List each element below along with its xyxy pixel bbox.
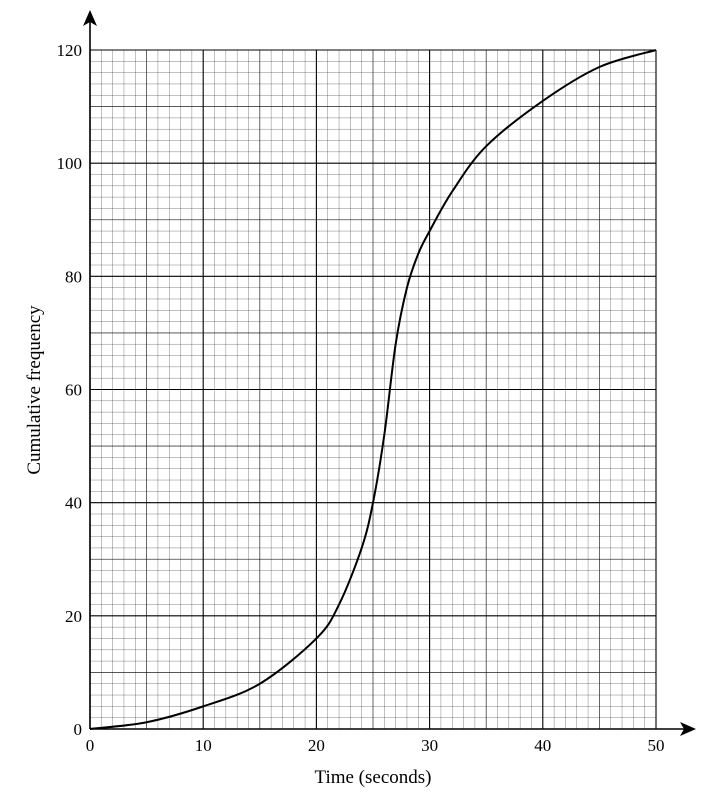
x-tick-label: 10: [195, 736, 212, 755]
axes: [83, 10, 696, 736]
y-tick-label: 80: [65, 267, 82, 286]
x-tick-labels: 0 10 20 30 40 50: [86, 736, 665, 755]
cumulative-frequency-curve: [89, 49, 657, 730]
y-tick-labels: 0 20 40 60 80 100 120: [57, 41, 83, 739]
y-tick-label: 60: [65, 381, 82, 400]
x-tick-label: 50: [648, 736, 665, 755]
y-axis-label: Cumulative frequency: [24, 305, 45, 475]
x-tick-label: 0: [86, 736, 95, 755]
x-axis-label: Time (seconds): [315, 767, 432, 788]
y-tick-label: 20: [65, 607, 82, 626]
y-tick-label: 0: [74, 720, 83, 739]
y-tick-label: 40: [65, 494, 82, 513]
grid-major: [89, 49, 657, 730]
y-tick-label: 100: [57, 154, 83, 173]
x-axis-arrow: [680, 722, 696, 736]
y-tick-label: 120: [57, 41, 83, 60]
x-tick-label: 20: [308, 736, 325, 755]
y-axis-arrow: [83, 10, 97, 26]
x-tick-label: 40: [534, 736, 551, 755]
x-tick-label: 30: [421, 736, 438, 755]
series-layer: [89, 49, 657, 730]
